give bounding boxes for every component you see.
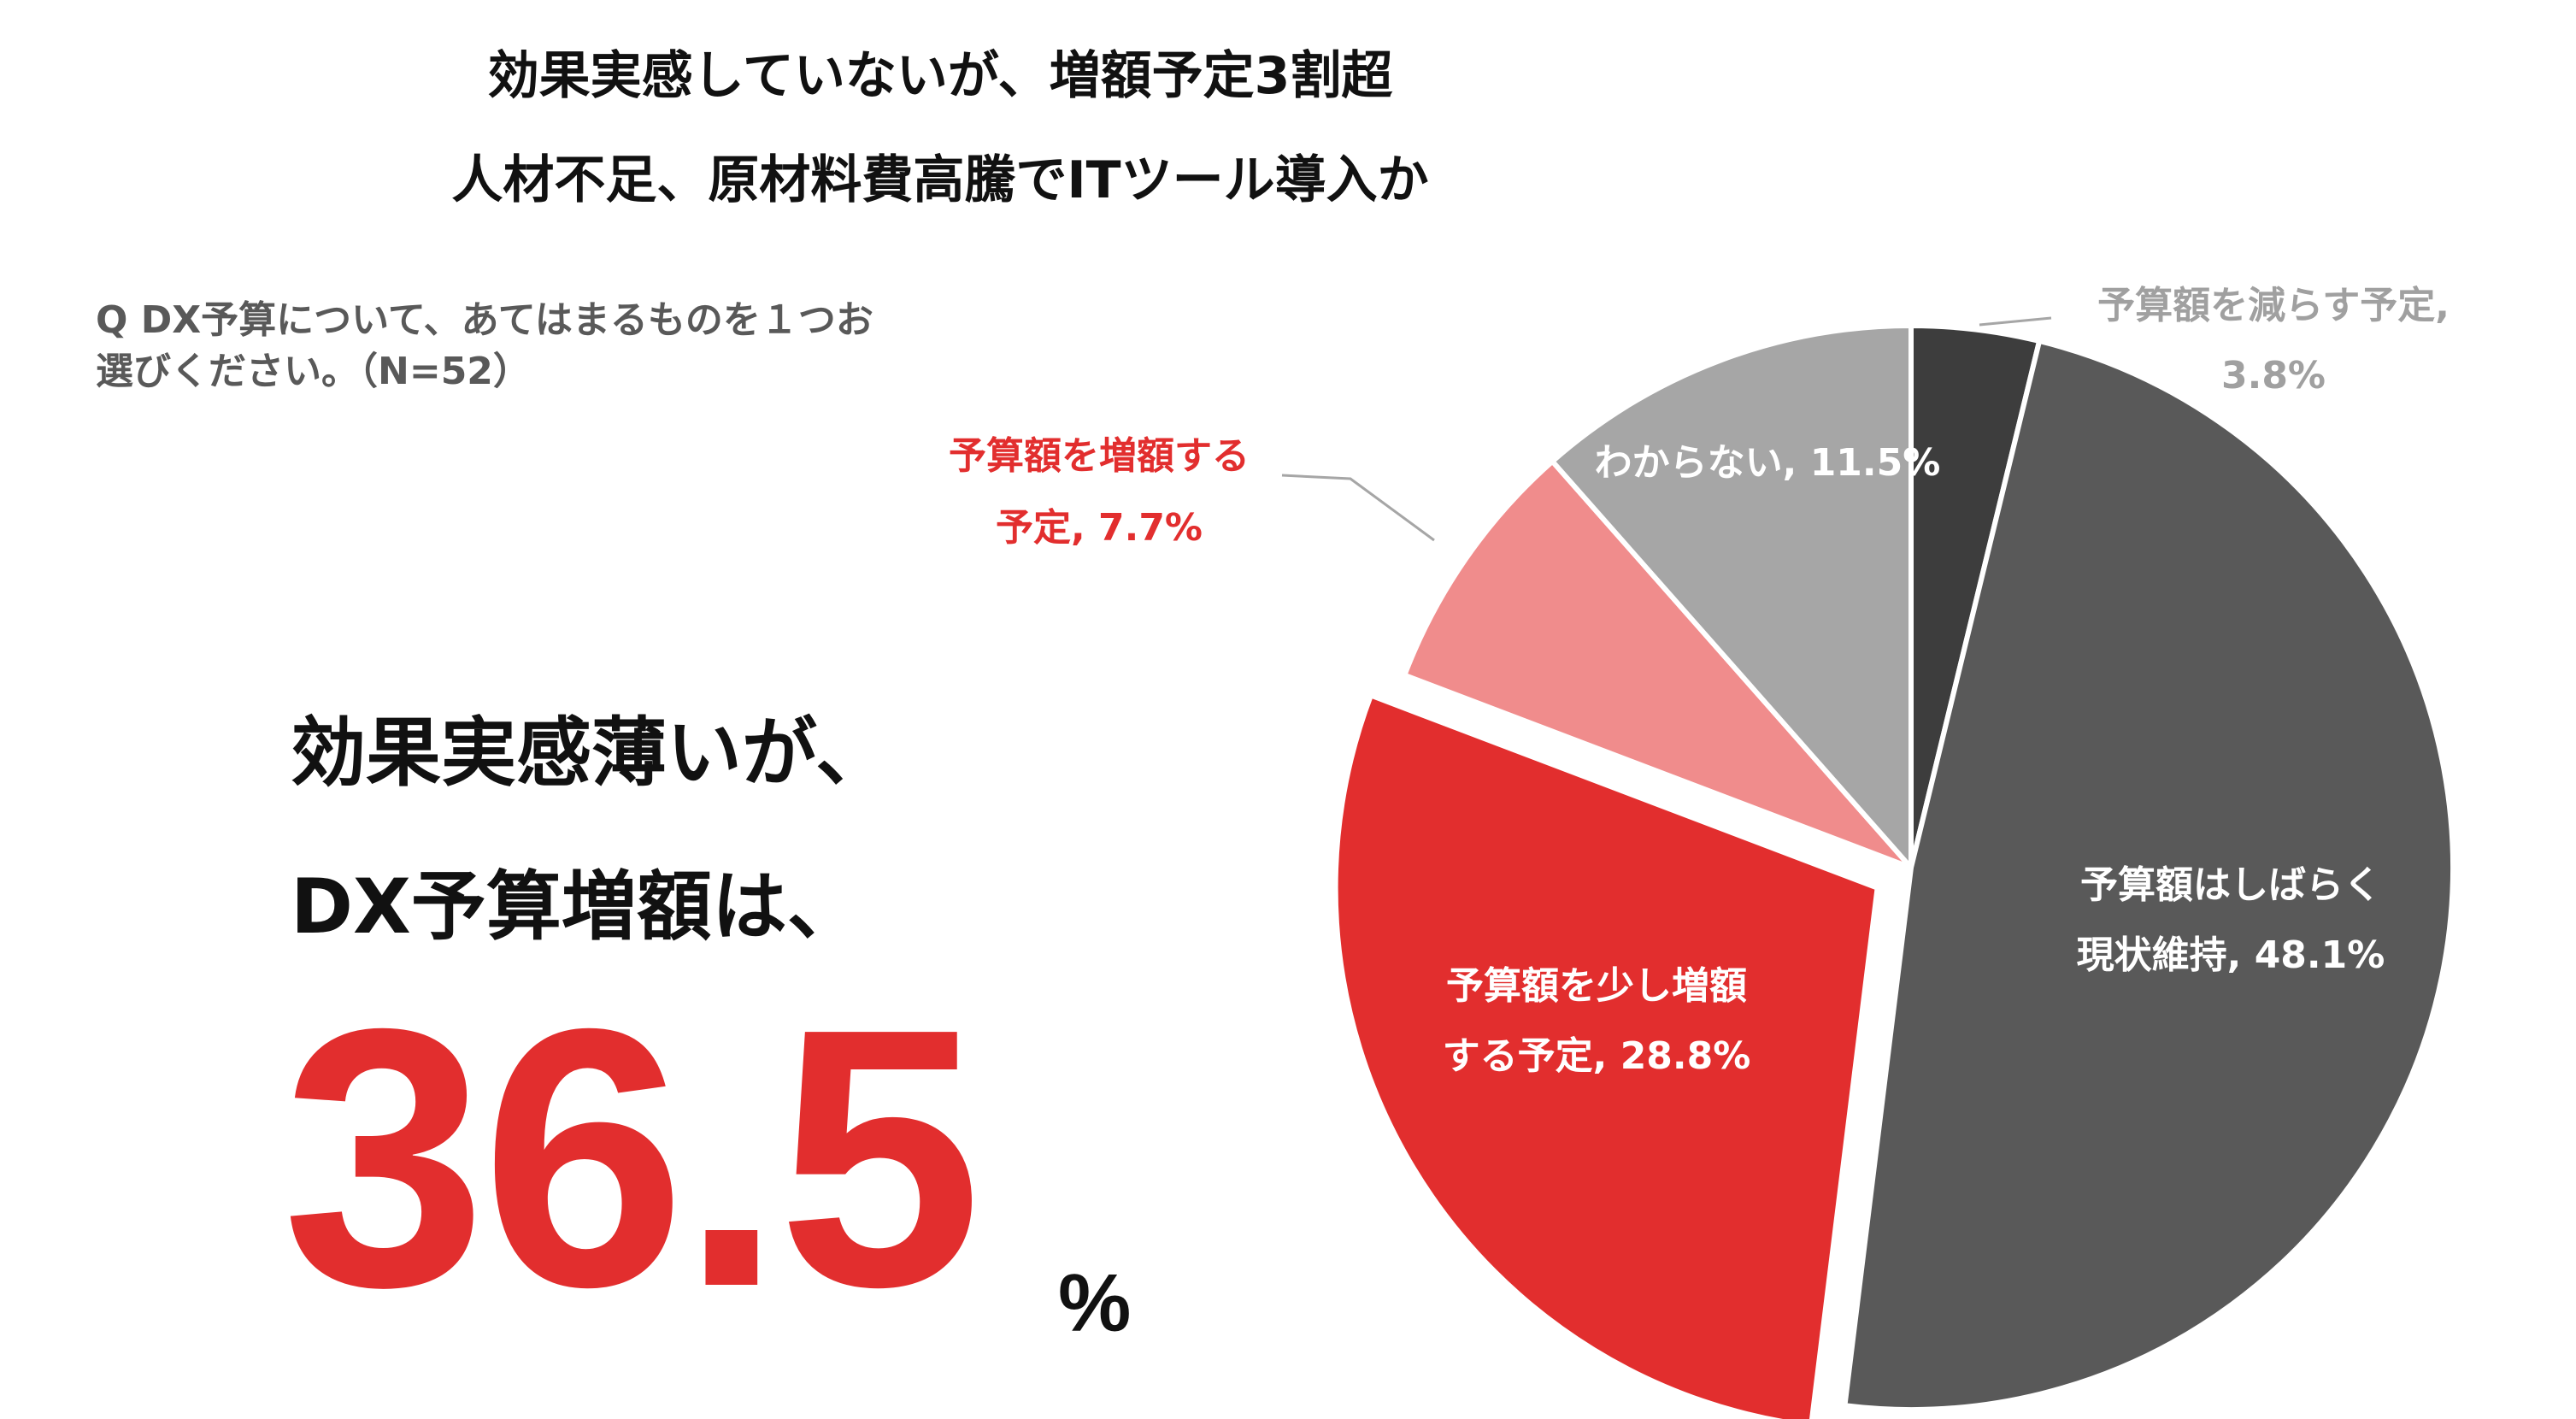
headline-line1: 効果実感薄いが、 — [291, 709, 891, 797]
pie-label-increase-line1: 予算額を増額する — [949, 434, 1250, 478]
survey-question-line1: Q DX予算について、あてはまるものを１つお — [96, 298, 873, 342]
chart-title-line1: 効果実感していないが、増額予定3割超 — [487, 46, 1393, 106]
pie-leader-lines — [1281, 316, 2052, 542]
survey-question-line2: 選びください。（N=52） — [96, 350, 531, 393]
pie-label-maintain-line2: 現状維持, 48.1% — [2077, 933, 2385, 977]
pie-label-decrease-line2: 3.8% — [2221, 354, 2326, 397]
leader-line-decrease — [1979, 316, 2052, 327]
pie-slice-increase — [1402, 458, 1914, 870]
pie-label-slight-increase-line2: する予定, 28.8% — [1443, 1034, 1751, 1078]
pie-slices — [1332, 323, 2455, 1419]
chart-title-line2: 人材不足、原材料費高騰でITツール導入か — [451, 150, 1429, 210]
pie-label-slight-increase-line1: 予算額を少し増額 — [1446, 964, 1747, 1008]
pie-label-decrease-line1: 予算額を減らす予定, — [2097, 284, 2450, 327]
pie-label-increase-line2: 予定, 7.7% — [996, 506, 1203, 550]
pie-slice-slight-increase — [1332, 692, 1880, 1419]
pie-label-unknown-line1: わからない, 11.5% — [1595, 441, 1941, 485]
leader-line-increase — [1281, 474, 1435, 542]
pie-slice-maintain — [1842, 339, 2455, 1412]
pie-slice-unknown — [1550, 323, 1914, 870]
headline-line2: DX予算増額は、 — [291, 863, 862, 951]
headline-percentage-number: 36.5 — [282, 953, 982, 1363]
headline-percentage-unit: % — [1058, 1257, 1132, 1349]
pie-label-maintain-line1: 予算額はしばらく — [2080, 863, 2381, 907]
